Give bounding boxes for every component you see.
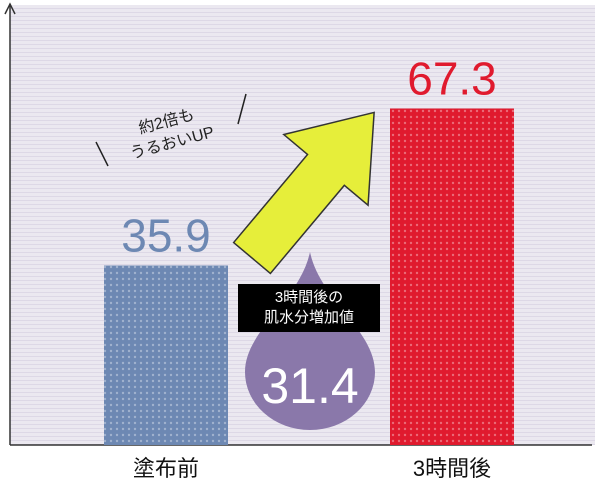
- x-tick-label: 塗布前: [133, 456, 199, 481]
- callout-mark: [95, 141, 109, 167]
- increase-label: 肌水分増加値: [264, 309, 354, 326]
- value-label: 35.9: [121, 210, 211, 262]
- increase-value: 31.4: [261, 358, 358, 414]
- callout-mark: [237, 93, 247, 125]
- x-tick-label: 3時間後: [413, 456, 491, 481]
- increase-label-box: [238, 284, 380, 332]
- y-axis-arrow: [4, 2, 16, 15]
- bar-texture: [390, 108, 514, 445]
- value-label: 67.3: [407, 53, 497, 105]
- bar-texture: [104, 265, 228, 445]
- increase-label: 3時間後の: [275, 289, 343, 306]
- drop-shape: [245, 252, 375, 430]
- increase-arrow: [232, 111, 375, 275]
